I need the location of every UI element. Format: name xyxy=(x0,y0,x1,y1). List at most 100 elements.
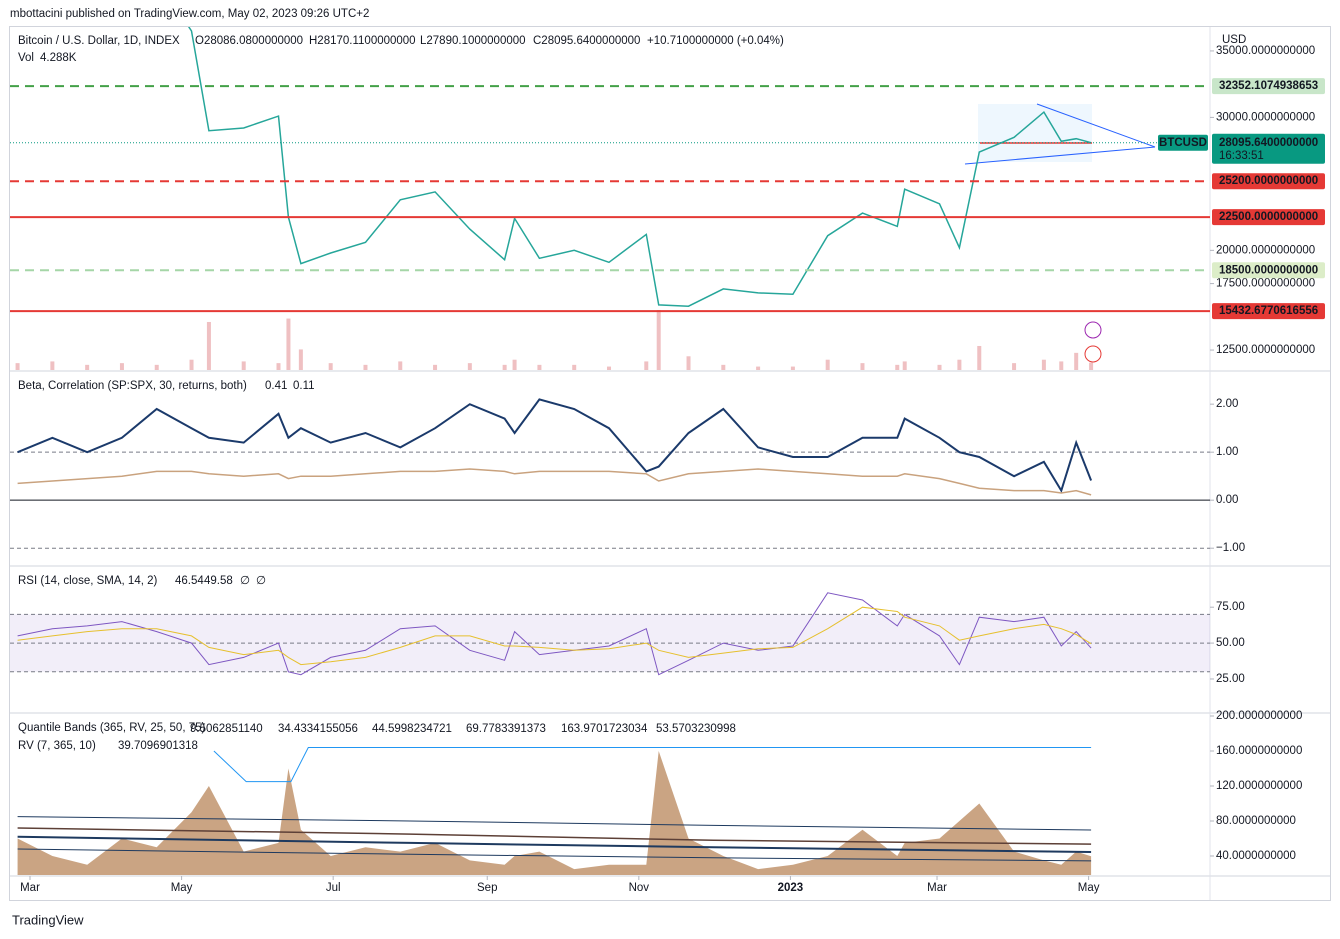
y-tick-label: −1.00 xyxy=(1216,542,1245,554)
series-line xyxy=(17,848,1092,862)
y-tick-label: 50.00 xyxy=(1216,637,1245,649)
volume-bar xyxy=(902,361,907,370)
legend-value: 0.41 xyxy=(265,380,287,392)
volume-bar xyxy=(937,364,942,370)
volume-bar xyxy=(119,363,124,370)
volume-bar xyxy=(286,318,291,370)
series-line xyxy=(213,747,1092,783)
y-tick-label: 1.00 xyxy=(1216,446,1238,458)
legend-extra: ∅ xyxy=(256,575,266,587)
rv-area xyxy=(17,751,1092,875)
volume-bar xyxy=(1059,361,1064,370)
y-tick-label: 30000.0000000000 xyxy=(1216,111,1315,123)
level-label: 15432.6770616556 xyxy=(1219,305,1318,317)
y-tick-label: 12500.0000000000 xyxy=(1216,344,1315,356)
pane-title: Beta, Correlation (SP:SPX, 30, returns, … xyxy=(18,380,247,392)
legend-value: 9.5062851140 xyxy=(190,723,263,735)
y-tick-label: 2.00 xyxy=(1216,398,1238,410)
level-label-box xyxy=(1212,262,1325,279)
volume-bar xyxy=(686,356,691,370)
volume-bar xyxy=(433,364,438,370)
volume-bar xyxy=(189,359,194,370)
y-tick-label: 0.00 xyxy=(1216,494,1238,506)
x-tick-label: May xyxy=(1078,882,1100,894)
legend-value: 44.5998234721 xyxy=(372,723,452,735)
legend-value: 39.7096901318 xyxy=(118,740,198,752)
y-tick-label: 40.0000000000 xyxy=(1216,850,1296,862)
x-tick-label: Jul xyxy=(326,882,341,894)
volume-bar xyxy=(656,309,661,370)
frame xyxy=(9,26,1331,901)
volume-bar xyxy=(241,361,246,370)
countdown: 16:33:51 xyxy=(1219,150,1264,162)
y-tick-label: 20000.0000000000 xyxy=(1216,244,1315,256)
volume-bar xyxy=(15,363,20,370)
volume-bar xyxy=(154,364,159,370)
legend-value: 49.58 xyxy=(204,575,233,587)
x-tick-label: Mar xyxy=(20,882,40,894)
volume-bar xyxy=(1074,352,1079,370)
y-tick-label: 200.0000000000 xyxy=(1216,710,1302,722)
symbol-tag xyxy=(1158,134,1208,151)
volume-profile-area xyxy=(978,104,1092,162)
level-label: 18500.0000000000 xyxy=(1219,264,1318,276)
volume-bar xyxy=(537,364,542,370)
series-line xyxy=(17,606,1092,666)
volume-bar xyxy=(398,361,403,370)
legend-value: 4.288K xyxy=(40,52,77,64)
x-tick-label: Mar xyxy=(927,882,947,894)
volume-bar xyxy=(977,345,982,370)
footer: TradingView xyxy=(12,912,84,927)
event-icon xyxy=(1084,321,1102,339)
legend-value: 46.54 xyxy=(175,575,204,587)
series-line xyxy=(17,835,1092,853)
y-tick-label: 75.00 xyxy=(1216,601,1245,613)
y-tick-label: 25.00 xyxy=(1216,673,1245,685)
legend-value: 163.9701723034 xyxy=(561,723,648,735)
x-tick-label: May xyxy=(171,882,193,894)
volume-bar xyxy=(363,364,368,370)
legend-value: 69.7783391373 xyxy=(466,723,546,735)
x-tick-label: Nov xyxy=(629,882,650,894)
level-label: 22500.0000000000 xyxy=(1219,211,1318,223)
volume-bar xyxy=(502,364,507,370)
y-tick-label: 120.0000000000 xyxy=(1216,780,1302,792)
level-label: 32352.1074938653 xyxy=(1219,80,1318,92)
volume-bar xyxy=(1012,363,1017,370)
series-line xyxy=(17,827,1092,845)
volume-bar xyxy=(860,363,865,370)
volume-bar xyxy=(467,363,472,370)
level-label-box xyxy=(1212,303,1325,320)
volume-bar xyxy=(644,361,649,370)
pane xyxy=(15,27,1094,370)
volume-bar xyxy=(206,321,211,370)
series-line xyxy=(17,816,1092,831)
pane xyxy=(17,747,1092,875)
y-tick-label: 17500.0000000000 xyxy=(1216,278,1315,290)
level-label-box xyxy=(1212,173,1325,190)
currency: USD xyxy=(1222,34,1246,46)
volume-bar xyxy=(1089,362,1094,370)
series-name: RV (7, 365, 10) xyxy=(18,740,96,752)
ohlc-value: C28095.6400000000 xyxy=(533,35,640,47)
volume-bar xyxy=(50,361,55,370)
ohlc-value: H28170.1100000000 xyxy=(309,35,416,47)
pane xyxy=(10,398,1210,549)
volume-bar xyxy=(512,359,517,370)
volume-bar xyxy=(721,364,726,370)
volume-bar xyxy=(957,359,962,370)
trend-line xyxy=(964,146,1156,165)
volume-bar xyxy=(790,366,795,370)
x-tick-label: Sep xyxy=(477,882,497,894)
series-name: Vol xyxy=(18,52,34,64)
pane xyxy=(10,592,1210,676)
volume-bar xyxy=(276,363,281,370)
legend-value: 0.11 xyxy=(293,380,315,392)
trend-line xyxy=(1036,103,1156,148)
level-label: 25200.0000000000 xyxy=(1219,175,1318,187)
header: mbottacini published on TradingView.com,… xyxy=(10,8,369,20)
last-price-label: 28095.6400000000 xyxy=(1219,137,1318,149)
level-label-box xyxy=(1212,78,1325,95)
pane-title: RSI (14, close, SMA, 14, 2) xyxy=(18,575,158,587)
